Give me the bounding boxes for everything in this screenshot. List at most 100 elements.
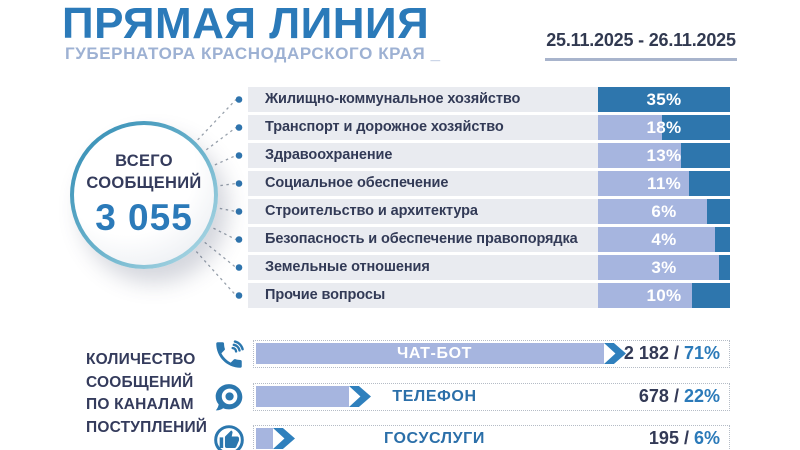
phone-icon [212,338,246,372]
topic-row: Безопасность и обеспечение правопорядка 4… [248,227,730,252]
topic-bar-track: 10% [598,283,730,308]
channel-count: 195 [648,428,679,448]
row-dot [235,236,243,243]
topic-label: Жилищно-коммунальное хозяйство [265,91,521,107]
topic-percent: 11% [647,174,681,193]
total-messages-badge: ВСЕГО СООБЩЕНИЙ 3 055 [70,121,218,269]
connector-line [220,182,237,187]
channel-label: ЧАТ-БОТ [396,345,473,362]
channel-values: 195 / 6% [649,426,720,450]
topic-bar-fill [689,171,730,196]
topic-row: Земельные отношения 3% [248,255,730,280]
connector-line [205,126,237,151]
channel-separator: / [668,343,684,363]
topic-percent: 35% [646,90,682,109]
topic-bar-track: 6% [598,199,730,224]
channels-label-line: ПО КАНАЛАМ [86,396,194,413]
channel-percent: 22% [683,386,720,406]
topic-percent: 10% [646,286,682,305]
total-messages-value: 3 055 [95,197,193,239]
connector-line [213,227,237,241]
topic-bar-track: 3% [598,255,730,280]
total-messages-inner: ВСЕГО СООБЩЕНИЙ 3 055 [74,125,214,265]
date-underline [545,58,737,61]
topic-bar-fill [598,87,730,112]
topic-row: Жилищно-коммунальное хозяйство 35% [248,87,730,112]
topic-label: Безопасность и обеспечение правопорядка [265,231,578,247]
channel-separator: / [678,428,694,448]
row-dot [235,124,243,131]
channel-count: 2 182 [623,343,669,363]
channel-bar [256,386,349,407]
topic-bar-fill [681,143,730,168]
connector-line [195,251,237,296]
topic-bar-fill [715,227,730,252]
topic-label: Земельные отношения [265,259,430,275]
date-range-box: 25.11.2025 - 26.11.2025 [545,30,737,61]
connector-line [204,241,237,269]
channel-values: 678 / 22% [639,384,720,409]
channel-arrow-icon [604,343,626,364]
topic-label: Транспорт и дорожное хозяйство [265,119,504,135]
topic-bar-track: 4% [598,227,730,252]
topic-label: Строительство и архитектура [265,203,478,219]
topic-bar-track: 18% [598,115,730,140]
topic-percent: 6% [651,202,677,221]
channel-row: ГОСУСЛУГИ 195 / 6% [214,425,730,450]
topic-row: Социальное обеспечение 11% [248,171,730,196]
topic-bar-track: 35% [598,87,730,112]
topic-label: Прочие вопросы [265,287,386,303]
channel-percent: 71% [683,343,720,363]
topic-row: Строительство и архитектура 6% [248,199,730,224]
topics-chart: Жилищно-коммунальное хозяйство 35% Транспо… [248,87,730,317]
channel-label: ГОСУСЛУГИ [384,430,485,447]
row-dot [235,152,243,159]
channels-chart: ЧАТ-БОТ 2 182 / 71% ТЕЛЕФОН 678 / 22% ГОСУСЛ… [214,340,730,450]
row-dot [235,96,243,103]
channel-separator: / [668,386,684,406]
topic-bar-fill [662,115,730,140]
channel-row: ТЕЛЕФОН 678 / 22% [215,383,730,411]
topic-bar-fill [692,283,730,308]
topic-row: Здравоохранение 13% [248,143,730,168]
connector-line [197,99,237,141]
channel-bar [256,343,604,364]
topic-bar-fill [707,199,730,224]
row-dot [235,292,243,299]
channels-label-line: ПОСТУПЛЕНИЙ [86,418,208,436]
total-label-line1: ВСЕГО [115,151,173,170]
page-subtitle: ГУБЕРНАТОРА КРАСНОДАРСКОГО КРАЯ _ [65,44,441,63]
channel-count: 678 [638,386,669,406]
topic-bar-track: 13% [598,143,730,168]
row-dot [235,264,243,271]
channel-label: ТЕЛЕФОН [392,388,477,405]
page-title: ПРЯМАЯ ЛИНИЯ [62,0,430,48]
topic-row: Транспорт и дорожное хозяйство 18% [248,115,730,140]
channels-section-label: КОЛИЧЕСТВО СООБЩЕНИЙ ПО КАНАЛАМ ПОСТУПЛЕНИЙ [86,349,207,439]
topic-bar-fill [719,255,730,280]
topic-percent: 13% [646,146,682,165]
channel-arrow-icon [273,428,295,449]
topic-bar-track: 11% [598,171,730,196]
topic-percent: 4% [651,230,677,249]
connector-line [219,207,237,213]
channel-values: 2 182 / 71% [624,341,720,366]
chat-bubble-icon [212,381,246,415]
row-dot [235,208,243,215]
topic-label: Социальное обеспечение [265,175,449,191]
row-dot [235,180,243,187]
total-label-line2: СООБЩЕНИЙ [86,173,202,192]
topic-percent: 3% [651,258,677,277]
channel-arrow-icon [349,386,371,407]
topic-row: Прочие вопросы 10% [248,283,730,308]
date-range: 25.11.2025 - 26.11.2025 [546,30,736,50]
connector-line [214,154,237,166]
channel-row: ЧАТ-БОТ 2 182 / 71% [216,340,730,368]
channels-label-line: КОЛИЧЕСТВО [86,351,196,368]
gosuslugi-icon [212,423,246,450]
channel-percent: 6% [693,428,720,448]
channel-bar [256,428,273,449]
topic-percent: 18% [646,118,682,137]
channels-label-line: СООБЩЕНИЙ [86,373,194,391]
